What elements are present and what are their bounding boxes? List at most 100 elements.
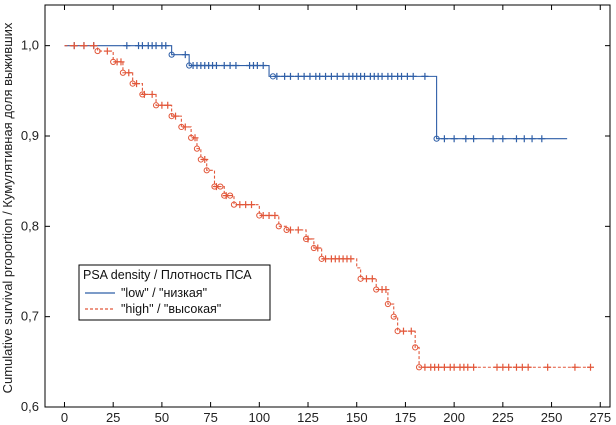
event-marker-high xyxy=(302,235,310,243)
censor-mark-high xyxy=(399,327,407,335)
x-axis-ticks: 0 25 50 75 100 125 150 175 200 225 250 275 xyxy=(61,5,611,425)
event-marker-high xyxy=(283,226,290,234)
censor-mark-high xyxy=(294,226,302,234)
y-axis-ticks: 0,6 0,7 0,8 0,9 1,0 xyxy=(21,38,610,414)
censor-mark-high xyxy=(286,226,294,234)
censor-mark-high xyxy=(248,201,256,209)
event-marker-high xyxy=(412,344,419,351)
censor-mark-low xyxy=(409,72,417,80)
event-marker-high xyxy=(197,156,204,163)
censor-mark-high xyxy=(435,363,443,371)
censor-mark-low xyxy=(226,62,234,70)
censor-mark-low xyxy=(322,72,330,80)
censor-mark-low xyxy=(339,72,347,80)
censor-mark-high xyxy=(70,42,78,50)
censor-mark-low xyxy=(273,72,281,80)
censor-mark-low xyxy=(440,135,448,143)
x-tick-label: 150 xyxy=(346,410,368,425)
x-tick-label: 200 xyxy=(443,410,465,425)
censor-mark-high xyxy=(544,363,552,371)
censor-mark-low xyxy=(421,72,429,80)
legend-label-high: "high" / "высокая" xyxy=(121,302,221,316)
event-marker-high xyxy=(373,286,380,293)
censor-mark-low xyxy=(378,72,386,80)
censor-mark-high xyxy=(571,363,579,371)
censor-mark-low xyxy=(361,72,369,80)
censor-mark-high xyxy=(464,363,472,371)
censor-mark-low xyxy=(306,72,314,80)
event-marker-high xyxy=(193,145,201,152)
censor-mark-low xyxy=(398,72,406,80)
censor-mark-high xyxy=(242,201,250,209)
legend-title: PSA density / Плотность ПСА xyxy=(83,268,252,282)
event-marker-high xyxy=(211,183,218,190)
event-marker-low xyxy=(433,135,440,142)
censor-mark-high xyxy=(421,363,429,371)
event-marker-high xyxy=(110,58,117,66)
censor-mark-low xyxy=(489,135,497,143)
event-marker-high xyxy=(129,80,136,87)
x-tick-label: 175 xyxy=(395,410,417,425)
series-layer xyxy=(64,42,595,371)
censor-mark-high xyxy=(90,42,98,50)
event-marker-high xyxy=(357,275,364,282)
y-axis-label: Cumulative survival proportion / Кумулят… xyxy=(0,22,15,393)
censor-mark-high xyxy=(236,201,244,209)
series-high xyxy=(64,42,595,371)
censor-mark-high xyxy=(587,363,595,371)
censor-mark-high xyxy=(499,363,507,371)
plot-area xyxy=(44,4,611,408)
censor-mark-high xyxy=(103,47,111,55)
censor-mark-low xyxy=(520,135,528,143)
censor-mark-high xyxy=(117,58,125,66)
censor-mark-low xyxy=(316,72,324,80)
censor-mark-low xyxy=(470,135,478,143)
censor-mark-low xyxy=(333,72,341,80)
censor-mark-low xyxy=(327,72,335,80)
x-tick-label: 75 xyxy=(203,410,217,425)
censor-mark-high xyxy=(158,101,166,109)
censor-mark-low xyxy=(538,135,546,143)
censor-mark-high xyxy=(382,286,390,294)
event-marker-high xyxy=(384,300,391,308)
censor-mark-high xyxy=(201,155,209,163)
censor-mark-high xyxy=(362,275,370,283)
censor-mark-high xyxy=(181,123,189,131)
legend: PSA density / Плотность ПСА "low" / "низ… xyxy=(78,264,271,321)
event-marker-high xyxy=(152,102,160,109)
censor-mark-high xyxy=(133,80,141,88)
censor-mark-low xyxy=(403,72,411,80)
y-tick-label: 0,8 xyxy=(21,218,39,233)
censor-mark-low xyxy=(181,51,189,59)
event-marker-low xyxy=(186,62,193,69)
x-tick-label: 25 xyxy=(106,410,120,425)
y-tick-label: 1,0 xyxy=(21,38,39,53)
event-marker-high xyxy=(230,201,238,208)
censor-mark-high xyxy=(524,363,532,371)
censor-mark-high xyxy=(512,363,520,371)
x-tick-label: 50 xyxy=(155,410,169,425)
y-tick-label: 0,7 xyxy=(21,309,39,324)
censor-mark-low xyxy=(152,42,160,50)
event-marker-low xyxy=(269,73,277,80)
event-marker-high xyxy=(310,244,317,252)
censor-mark-high xyxy=(450,363,458,371)
x-tick-label: 250 xyxy=(541,410,563,425)
censor-mark-low xyxy=(294,72,302,80)
event-marker-high xyxy=(203,167,210,174)
event-marker-high xyxy=(188,134,195,141)
y-tick-label: 0,9 xyxy=(21,128,39,143)
censor-mark-high xyxy=(164,101,172,109)
censor-mark-low xyxy=(528,135,536,143)
censor-mark-high xyxy=(493,363,501,371)
censor-mark-low xyxy=(512,135,520,143)
event-marker-high xyxy=(94,47,101,55)
x-tick-label: 225 xyxy=(492,410,514,425)
censor-mark-low xyxy=(220,62,228,70)
censor-mark-high xyxy=(314,244,322,252)
censor-mark-low xyxy=(462,135,470,143)
censor-mark-high xyxy=(80,42,88,50)
censor-mark-high xyxy=(148,90,156,98)
event-marker-high xyxy=(226,192,234,199)
